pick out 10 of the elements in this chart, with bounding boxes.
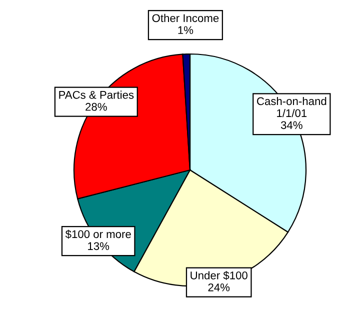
slice-label: Cash-on-hand 1/1/01	[257, 96, 326, 118]
data-label: 28%	[86, 102, 107, 111]
slice-label: PACs & Parties	[59, 90, 134, 99]
data-label: 13%	[88, 242, 110, 250]
slice-label: Under $100	[190, 271, 248, 280]
slice-label: Other Income	[152, 14, 219, 22]
data-label: 24%	[208, 283, 230, 292]
data-label: 1%	[178, 26, 194, 34]
data-label: 34%	[280, 121, 302, 130]
slice-label: $100 or more	[65, 230, 131, 239]
